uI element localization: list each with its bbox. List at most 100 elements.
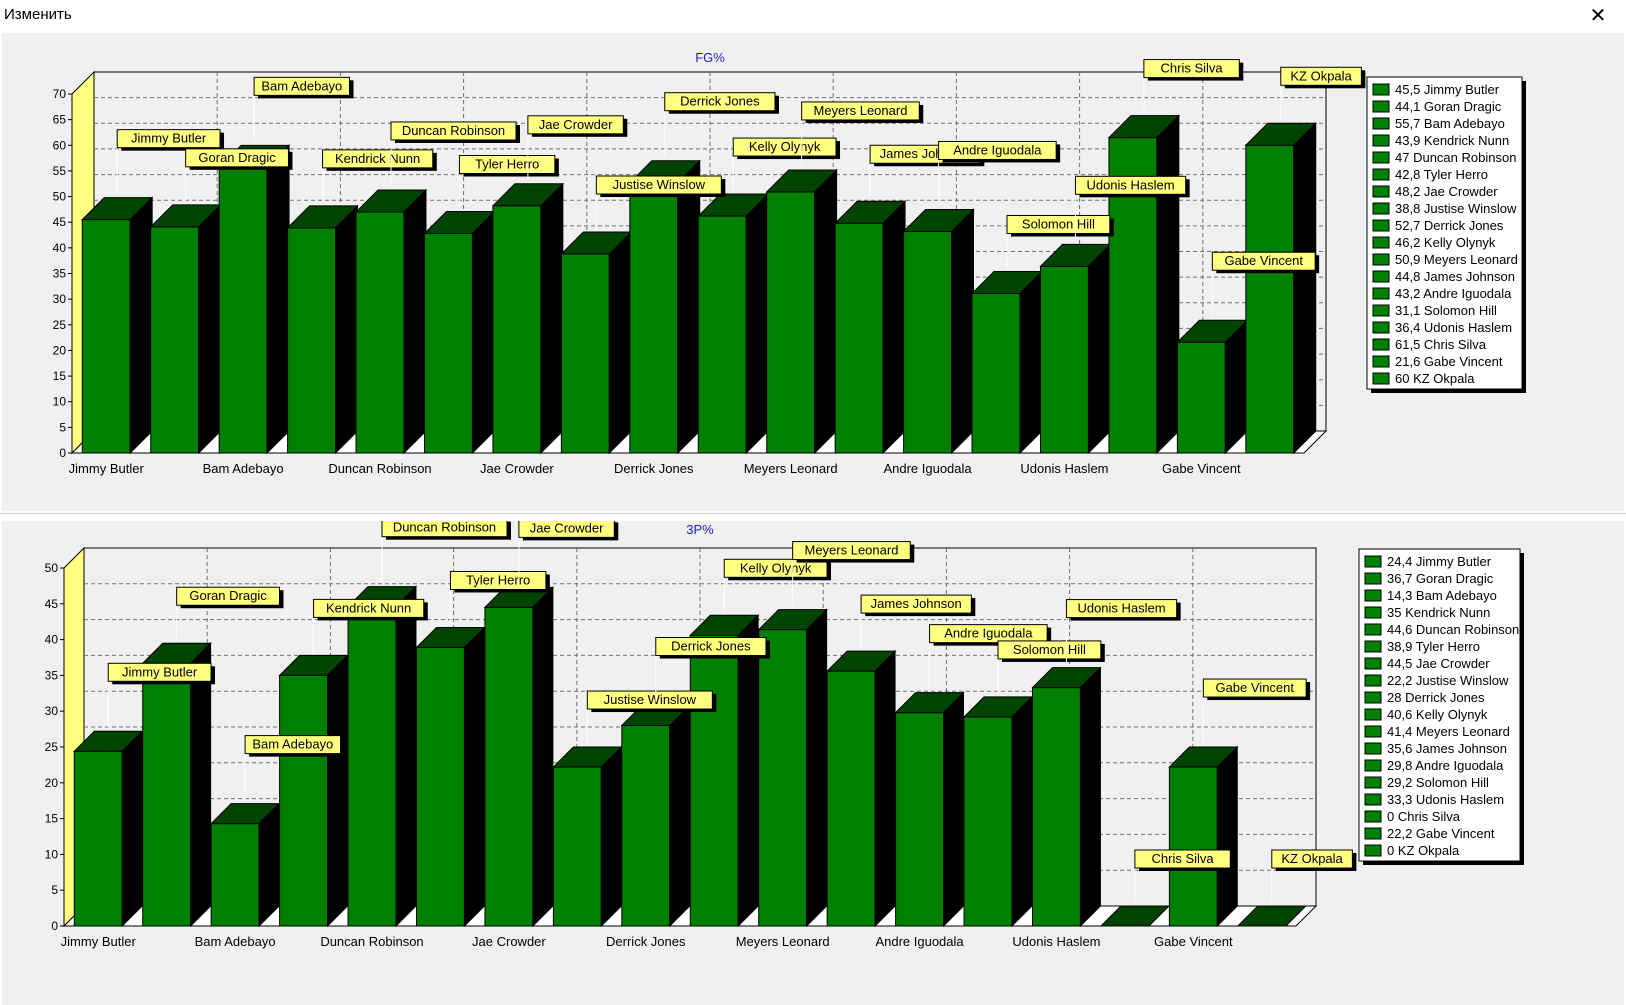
legend-entry: 0 KZ Okpala	[1387, 843, 1460, 858]
x-tick-label: Duncan Robinson	[328, 461, 431, 476]
data-label-box	[655, 637, 767, 657]
data-label-box	[449, 570, 547, 590]
legend-entry: 43,9 Kendrick Nunn	[1395, 133, 1509, 148]
data-label-text: Goran Dragic	[198, 150, 276, 165]
bar	[1236, 905, 1307, 927]
x-tick-label: Derrick Jones	[614, 461, 694, 476]
y-tick-label: 20	[45, 776, 59, 790]
bar	[833, 200, 907, 455]
data-label-box	[518, 521, 615, 538]
data-label-text: Derrick Jones	[680, 94, 760, 109]
bar-top	[757, 609, 828, 631]
data-label-text: Kendrick Nunn	[326, 600, 411, 615]
bar-front	[552, 766, 602, 927]
data-label: James Johnson	[860, 594, 976, 648]
y-tick-label: 0	[59, 446, 66, 460]
data-label-box	[176, 586, 280, 606]
y-tick-label: 55	[53, 164, 67, 178]
bar-side	[669, 704, 691, 928]
legend-entry: 50,9 Meyers Leonard	[1395, 252, 1518, 267]
y-tick-label: 70	[53, 87, 67, 101]
bar-front	[629, 182, 679, 454]
legend-entry: 36,7 Goran Dragic	[1387, 571, 1494, 586]
data-label: Bam Adebayo	[253, 76, 354, 142]
y-tick-label: 25	[45, 740, 59, 754]
y-tick-label: 30	[53, 292, 67, 306]
bar	[141, 642, 212, 928]
bar	[81, 196, 154, 455]
bar-top	[1244, 122, 1317, 146]
bar	[1099, 905, 1171, 927]
bar	[423, 210, 496, 455]
legend-swatch	[1364, 623, 1382, 636]
data-label: Chris Silva	[1143, 59, 1244, 112]
legend-entry: 41,4 Meyers Leonard	[1387, 724, 1510, 739]
data-label-box	[1271, 849, 1353, 869]
legend-swatch	[1372, 117, 1390, 130]
data-label: Justise Winslow	[595, 175, 726, 229]
legend-swatch	[1364, 844, 1382, 857]
chart-title: FG%	[695, 50, 725, 65]
bar-side	[1019, 270, 1043, 455]
bar-side	[335, 204, 359, 455]
legend-entry: 38,9 Tyler Herro	[1387, 639, 1480, 654]
bar-top	[1031, 667, 1102, 689]
data-label-text: Derrick Jones	[671, 639, 751, 654]
legend-swatch	[1372, 202, 1390, 215]
data-label-text: Andre Iguodala	[953, 142, 1042, 157]
bar-front	[355, 211, 405, 454]
data-label: Goran Dragic	[185, 148, 293, 201]
data-label: Chris Silva	[1134, 849, 1235, 902]
data-label: Jimmy Butler	[116, 129, 225, 194]
bar	[483, 586, 555, 928]
data-label-box	[997, 640, 1102, 660]
bar-top	[1236, 905, 1307, 927]
data-label: Tyler Herro	[458, 154, 559, 208]
data-label-box	[185, 148, 289, 168]
data-label-text: Bam Adebayo	[261, 78, 342, 93]
y-tick-label: 30	[45, 704, 59, 718]
bar	[73, 730, 144, 928]
bar-top	[833, 200, 907, 224]
data-label-text: Chris Silva	[1161, 61, 1224, 76]
data-label-box	[1074, 175, 1187, 195]
legend-swatch	[1364, 827, 1382, 840]
data-label: Derrick Jones	[655, 637, 770, 702]
legend-swatch	[1364, 776, 1382, 789]
data-label-text: Andre Iguodala	[944, 626, 1033, 641]
bar-front	[895, 712, 945, 927]
x-tick-label: Bam Adebayo	[203, 461, 284, 476]
x-tick-label: Udonis Haslem	[1012, 934, 1100, 949]
legend-entry: 47 Duncan Robinson	[1395, 150, 1516, 165]
data-label-text: Udonis Haslem	[1086, 177, 1174, 192]
legend-swatch	[1372, 321, 1390, 334]
data-label-box	[1065, 599, 1178, 619]
legend-swatch	[1372, 83, 1390, 96]
bar	[825, 649, 897, 928]
close-icon[interactable]: ✕	[1589, 5, 1607, 27]
bar-side	[1156, 114, 1180, 455]
data-label-box	[527, 115, 624, 135]
data-label-text: KZ Okpala	[1290, 68, 1352, 83]
bar	[697, 192, 770, 455]
data-label-box	[801, 101, 920, 121]
bar-side	[600, 745, 622, 928]
bar-side	[814, 168, 838, 455]
legend-entry: 0 Chris Silva	[1387, 809, 1461, 824]
bar-front	[758, 629, 808, 927]
bar-front	[697, 215, 747, 454]
panel-divider[interactable]	[0, 511, 1626, 521]
legend-entry: 61,5 Chris Silva	[1395, 337, 1487, 352]
x-tick-label: Andre Iguodala	[883, 461, 972, 476]
data-label-box	[390, 121, 517, 141]
y-tick-label: 10	[45, 847, 59, 861]
data-label: Goran Dragic	[176, 586, 284, 640]
legend-swatch	[1364, 708, 1382, 721]
data-label: Derrick Jones	[664, 92, 779, 157]
bar-front	[81, 219, 131, 454]
data-label: Jimmy Butler	[107, 662, 216, 728]
bar	[1107, 114, 1181, 455]
bar-side	[874, 649, 896, 928]
legend-entry: 55,7 Bam Adebayo	[1395, 116, 1505, 131]
bar-side	[1216, 745, 1238, 928]
